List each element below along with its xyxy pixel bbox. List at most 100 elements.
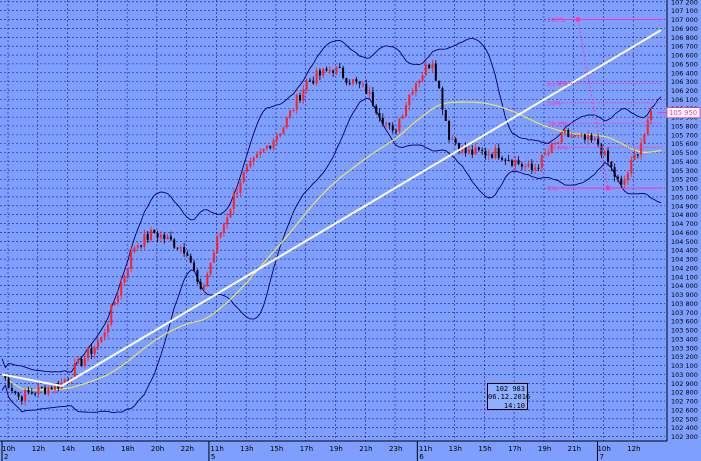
candle-body — [242, 171, 245, 183]
candle-body — [275, 135, 278, 141]
y-tick-label: 103 800 — [671, 300, 698, 308]
current-price-box — [666, 107, 701, 119]
candle-body — [388, 123, 391, 126]
x-tick-label: 15h — [270, 445, 283, 453]
candle-body — [77, 359, 80, 364]
candle-body — [47, 387, 50, 394]
fibonacci-label: 38.2% — [547, 120, 568, 128]
candle-body — [623, 180, 626, 185]
x-tick-label: 10h — [2, 445, 15, 453]
candle-body — [219, 233, 222, 238]
x-tick-label: 14h — [62, 445, 75, 453]
candle-body — [10, 388, 13, 391]
candle-body — [143, 233, 146, 247]
candle-body — [494, 147, 497, 158]
candle-body — [93, 347, 96, 354]
y-tick-label: 105 300 — [671, 167, 698, 175]
y-tick-label: 106 900 — [671, 25, 698, 33]
candle-body — [249, 161, 252, 167]
y-tick-label: 106 400 — [671, 69, 698, 77]
candle-body — [352, 79, 355, 84]
fibonacci-label: 0% — [547, 185, 557, 193]
fibonacci-label: 23.6% — [547, 144, 568, 152]
x-tick-label: 13h — [240, 445, 253, 453]
candle-body — [368, 91, 371, 94]
candle-body — [232, 193, 235, 210]
x-tick-label: 19h — [330, 445, 343, 453]
x-tick-label: 16h — [91, 445, 104, 453]
candle-body — [398, 118, 401, 132]
y-tick-label: 104 100 — [671, 273, 698, 281]
candle-body — [544, 154, 547, 156]
x-tick-label: 17h — [508, 445, 521, 453]
y-tick-label: 105 400 — [671, 158, 698, 166]
candle-body — [20, 396, 23, 401]
candle-body — [126, 268, 129, 276]
candle-body — [97, 342, 100, 348]
candle-body — [305, 80, 308, 90]
candle-body — [603, 150, 606, 156]
candle-body — [116, 295, 119, 303]
candle-body — [616, 176, 619, 179]
candle-body — [401, 116, 404, 119]
y-tick-label: 103 900 — [671, 291, 698, 299]
candle-body — [246, 166, 249, 172]
y-tick-label: 105 500 — [671, 149, 698, 157]
candle-body — [53, 383, 56, 390]
candle-body — [514, 160, 517, 166]
candle-body — [507, 160, 510, 162]
fibonacci-label: 50% — [547, 99, 561, 107]
candle-body — [206, 274, 209, 287]
y-tick-label: 103 200 — [671, 353, 698, 361]
fibonacci-diagonal — [577, 19, 609, 189]
y-tick-label: 106 600 — [671, 52, 698, 60]
info-time: 14:10 — [503, 401, 525, 410]
candle-body — [272, 140, 275, 149]
candle-body — [620, 178, 623, 185]
candle-body — [34, 393, 37, 395]
candle-body — [169, 236, 172, 240]
candle-body — [30, 392, 33, 394]
candle-body — [491, 154, 494, 158]
candle-body — [226, 217, 229, 225]
candle-body — [189, 255, 192, 263]
y-tick-label: 104 400 — [671, 247, 698, 255]
y-tick-label: 103 100 — [671, 362, 698, 370]
candle-body — [365, 83, 368, 94]
candle-body — [640, 143, 643, 155]
info-date: 06.12.2016 — [488, 393, 531, 402]
y-tick-label: 107 000 — [671, 16, 698, 24]
candle-body — [83, 358, 86, 366]
candle-body — [123, 275, 126, 283]
candle-body — [4, 374, 7, 379]
candle-body — [236, 192, 239, 194]
candle-body — [176, 247, 179, 249]
candle-body — [345, 77, 348, 84]
candle-body — [355, 79, 358, 82]
date-label: 6 — [419, 453, 424, 461]
candle-body — [534, 167, 537, 171]
candle-body — [597, 138, 600, 145]
candle-body — [133, 247, 136, 252]
candle-body — [70, 377, 73, 380]
candle-body — [444, 109, 447, 121]
candle-body — [328, 70, 331, 72]
candle-body — [163, 234, 166, 240]
candle-body — [7, 378, 10, 389]
candle-body — [477, 147, 480, 150]
candle-body — [318, 70, 321, 76]
y-tick-label: 105 000 — [671, 193, 698, 201]
candle-body — [577, 134, 580, 136]
y-tick-label: 107 200 — [671, 0, 698, 6]
candle-body — [580, 134, 583, 136]
candle-body — [209, 262, 212, 275]
candle-body — [27, 389, 30, 393]
candle-body — [193, 262, 196, 271]
y-tick-label: 102 300 — [671, 433, 698, 441]
y-tick-label: 104 200 — [671, 264, 698, 272]
y-tick-label: 104 300 — [671, 256, 698, 264]
candle-body — [378, 112, 381, 118]
candle-body — [590, 134, 593, 141]
candle-body — [156, 232, 159, 238]
candle-body — [358, 81, 361, 85]
